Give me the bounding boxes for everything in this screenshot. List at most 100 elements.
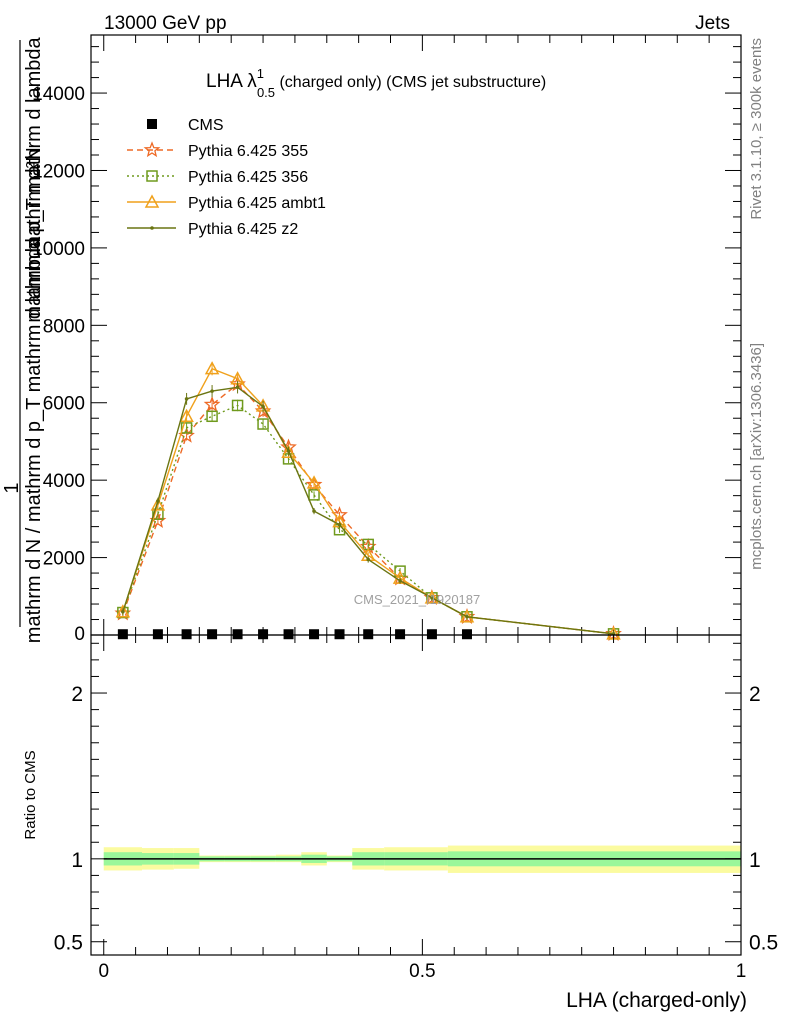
triangle-marker	[179, 408, 194, 423]
ratio-y-tick-label: 1	[71, 849, 83, 872]
cms-point	[283, 629, 294, 640]
dot-marker	[312, 509, 316, 513]
cms-point	[426, 629, 437, 640]
triangle-marker	[459, 609, 475, 623]
cms-point	[117, 629, 128, 640]
star-marker	[203, 395, 221, 412]
cms-point	[152, 629, 163, 640]
legend-item-pythia-6-425-355: Pythia 6.425 355	[127, 141, 308, 160]
title-sup: 1	[257, 66, 264, 81]
dot-marker	[156, 499, 160, 503]
y-tick-label: 4000	[43, 471, 85, 492]
series-pythia-6-425-z2	[121, 381, 616, 637]
ratio-plot: 0.5 0.51 12 20 0.5 1 Ratio to CMS LHA (charge…	[22, 634, 778, 1012]
dot-marker	[337, 522, 342, 527]
legend-item-cms: CMS	[147, 117, 224, 134]
ratio-x-tick-label: 0.5	[409, 961, 435, 982]
ratio-y-tick-label: 2	[71, 683, 83, 706]
dot-marker	[430, 596, 434, 600]
series-line	[122, 386, 614, 635]
ratio-band	[103, 845, 741, 873]
title-main: LHA λ	[206, 71, 257, 92]
square-marker	[231, 399, 244, 412]
title-sub: 0.5	[257, 85, 275, 100]
y-tick-label: 6000	[43, 394, 85, 415]
main-plot: 2000 4000 6000 8000 10000 12000 14000 0 CMS_202…	[1, 34, 742, 645]
legend-label: CMS	[188, 117, 224, 134]
main-axes: 2000 4000 6000 8000 10000 12000 14000 0	[32, 35, 742, 645]
cms-point	[258, 629, 269, 640]
y-tick-label: 12000	[32, 161, 85, 182]
dot-marker	[184, 397, 189, 401]
ratio-y-tick-label-right: 1	[749, 849, 761, 872]
dot-marker	[121, 609, 125, 614]
ylabel-top: mathrm d²N	[23, 147, 45, 253]
triangle-marker	[144, 194, 160, 208]
y-tick-label-zero: 0	[74, 624, 85, 645]
square-marker	[180, 422, 193, 434]
ratio-y-tick-label: 0.5	[54, 932, 83, 955]
rivet-label: Rivet 3.1.10, ≥ 300k events	[748, 38, 765, 220]
legend-label: Pythia 6.425 ambt1	[188, 195, 326, 212]
legend-item-pythia-6-425-ambt1: Pythia 6.425 ambt1	[127, 194, 326, 212]
ylabel-denominator: mathrm d N / mathrm d p_T mathrm d lambd…	[23, 236, 45, 643]
analysis-watermark: CMS_2021_I1920187	[354, 592, 481, 607]
dot-marker	[235, 385, 240, 390]
cms-point	[232, 629, 243, 640]
y-tick-label: 2000	[43, 549, 85, 570]
square-marker	[117, 606, 129, 619]
cms-point	[363, 629, 374, 640]
legend-label: Pythia 6.425 355	[188, 143, 308, 160]
dot-marker	[261, 404, 265, 409]
y-tick-label: 14000	[32, 84, 85, 105]
dot-marker	[398, 579, 402, 583]
legend-item-pythia-6-425-z2: Pythia 6.425 z2	[127, 221, 298, 238]
ylabel-one: 1	[1, 482, 23, 493]
main-series	[114, 361, 622, 641]
legend: CMS Pythia 6.425 355 Pythia 6.425 356 Pythi…	[127, 117, 326, 238]
legend-label: Pythia 6.425 356	[188, 169, 308, 186]
cms-point	[461, 629, 472, 640]
triangle-marker	[115, 604, 131, 618]
legend-label: Pythia 6.425 z2	[188, 221, 298, 238]
cms-point	[334, 629, 345, 640]
energy-label: 13000 GeV pp	[104, 13, 227, 34]
plot-title: LHA λ1 0.5 (charged only) (CMS jet substr…	[206, 66, 546, 100]
square-marker	[206, 410, 218, 423]
triangle-marker	[424, 590, 440, 604]
triangle-marker	[306, 475, 322, 489]
square-marker	[308, 489, 320, 501]
ratio-y-tick-label-right: 2	[749, 683, 761, 706]
square-marker	[257, 418, 269, 430]
triangle-marker	[204, 361, 220, 375]
series-cms	[117, 629, 472, 640]
y-tick-label: 8000	[43, 316, 85, 337]
ratio-x-tick-label: 1	[736, 961, 747, 982]
star-marker	[143, 141, 161, 158]
ratio-frame	[90, 634, 742, 956]
triangle-marker	[150, 497, 166, 511]
cms-point	[147, 119, 157, 129]
cms-point	[207, 629, 218, 640]
cms-point	[309, 629, 320, 640]
dot-marker	[150, 226, 154, 230]
cms-point	[395, 629, 406, 640]
dot-marker	[210, 389, 214, 393]
title-rest: (charged only) (CMS jet substructure)	[275, 74, 546, 91]
ratio-ylabel: Ratio to CMS	[22, 750, 39, 839]
ratio-x-tick-label: 0	[98, 961, 109, 982]
dot-marker	[465, 615, 469, 619]
square-marker	[146, 170, 158, 182]
y-tick-label: 10000	[32, 239, 85, 260]
mcplots-label: mcplots.cern.ch [arXiv:1306.3436]	[748, 343, 765, 570]
dot-marker	[366, 557, 371, 562]
ratio-axes: 0.5 0.51 12 20 0.5 1	[54, 635, 778, 982]
legend-item-pythia-6-425-356: Pythia 6.425 356	[127, 169, 308, 186]
star-marker	[331, 506, 348, 523]
ylabel-side: mathrm d p_T mathrm d lambda	[23, 36, 45, 322]
triangle-marker	[281, 444, 296, 459]
ratio-y-tick-label-right: 0.5	[749, 932, 778, 955]
xlabel: LHA (charged-only)	[566, 989, 747, 1012]
cms-point	[181, 629, 192, 640]
